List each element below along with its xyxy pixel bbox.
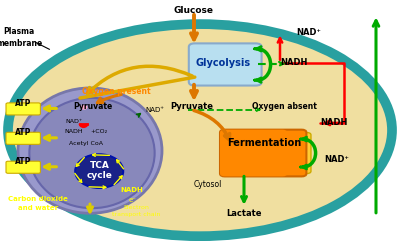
- Text: transport chain: transport chain: [112, 212, 160, 217]
- Text: ATP: ATP: [15, 157, 31, 166]
- Text: NAD⁺: NAD⁺: [296, 28, 321, 37]
- Ellipse shape: [8, 24, 392, 236]
- FancyBboxPatch shape: [220, 130, 306, 176]
- Ellipse shape: [75, 154, 123, 188]
- FancyBboxPatch shape: [6, 103, 40, 115]
- Text: Pyruvate: Pyruvate: [73, 101, 112, 111]
- Text: Cytosol: Cytosol: [194, 180, 222, 189]
- Text: NAD⁺: NAD⁺: [324, 154, 349, 164]
- Text: Glucose: Glucose: [174, 6, 214, 15]
- Text: NADH: NADH: [280, 58, 307, 67]
- Circle shape: [81, 106, 87, 109]
- Text: NADH: NADH: [320, 118, 347, 127]
- Text: NAD⁺: NAD⁺: [66, 119, 83, 124]
- Text: Oxygen present: Oxygen present: [82, 87, 150, 96]
- Text: TCA: TCA: [90, 161, 110, 170]
- Text: Glycolysis: Glycolysis: [196, 58, 251, 68]
- Text: membrane: membrane: [0, 39, 42, 48]
- Text: Plasma: Plasma: [4, 27, 35, 36]
- Text: e⁻: e⁻: [129, 197, 137, 203]
- Text: NADH: NADH: [65, 129, 83, 134]
- Text: Oxygen absent: Oxygen absent: [252, 101, 316, 111]
- Ellipse shape: [18, 88, 162, 213]
- Text: Fermentation: Fermentation: [227, 138, 301, 148]
- Text: and water: and water: [18, 206, 58, 211]
- FancyBboxPatch shape: [189, 43, 262, 86]
- FancyBboxPatch shape: [220, 130, 287, 176]
- Ellipse shape: [29, 98, 155, 208]
- FancyBboxPatch shape: [6, 132, 40, 144]
- FancyBboxPatch shape: [263, 133, 311, 174]
- Text: Carbon dioxide: Carbon dioxide: [8, 196, 68, 202]
- Text: Acetyl CoA: Acetyl CoA: [70, 141, 103, 146]
- Text: ATP: ATP: [15, 99, 31, 108]
- Text: NAD⁺: NAD⁺: [146, 107, 165, 113]
- Text: Electron: Electron: [123, 205, 149, 210]
- Text: ATP: ATP: [15, 128, 31, 137]
- Text: NADH: NADH: [121, 187, 143, 193]
- Text: +CO₂: +CO₂: [91, 129, 108, 134]
- Text: cycle: cycle: [87, 171, 113, 181]
- Text: Lactate: Lactate: [226, 209, 262, 218]
- FancyBboxPatch shape: [6, 161, 40, 173]
- Text: Pyruvate: Pyruvate: [170, 101, 214, 111]
